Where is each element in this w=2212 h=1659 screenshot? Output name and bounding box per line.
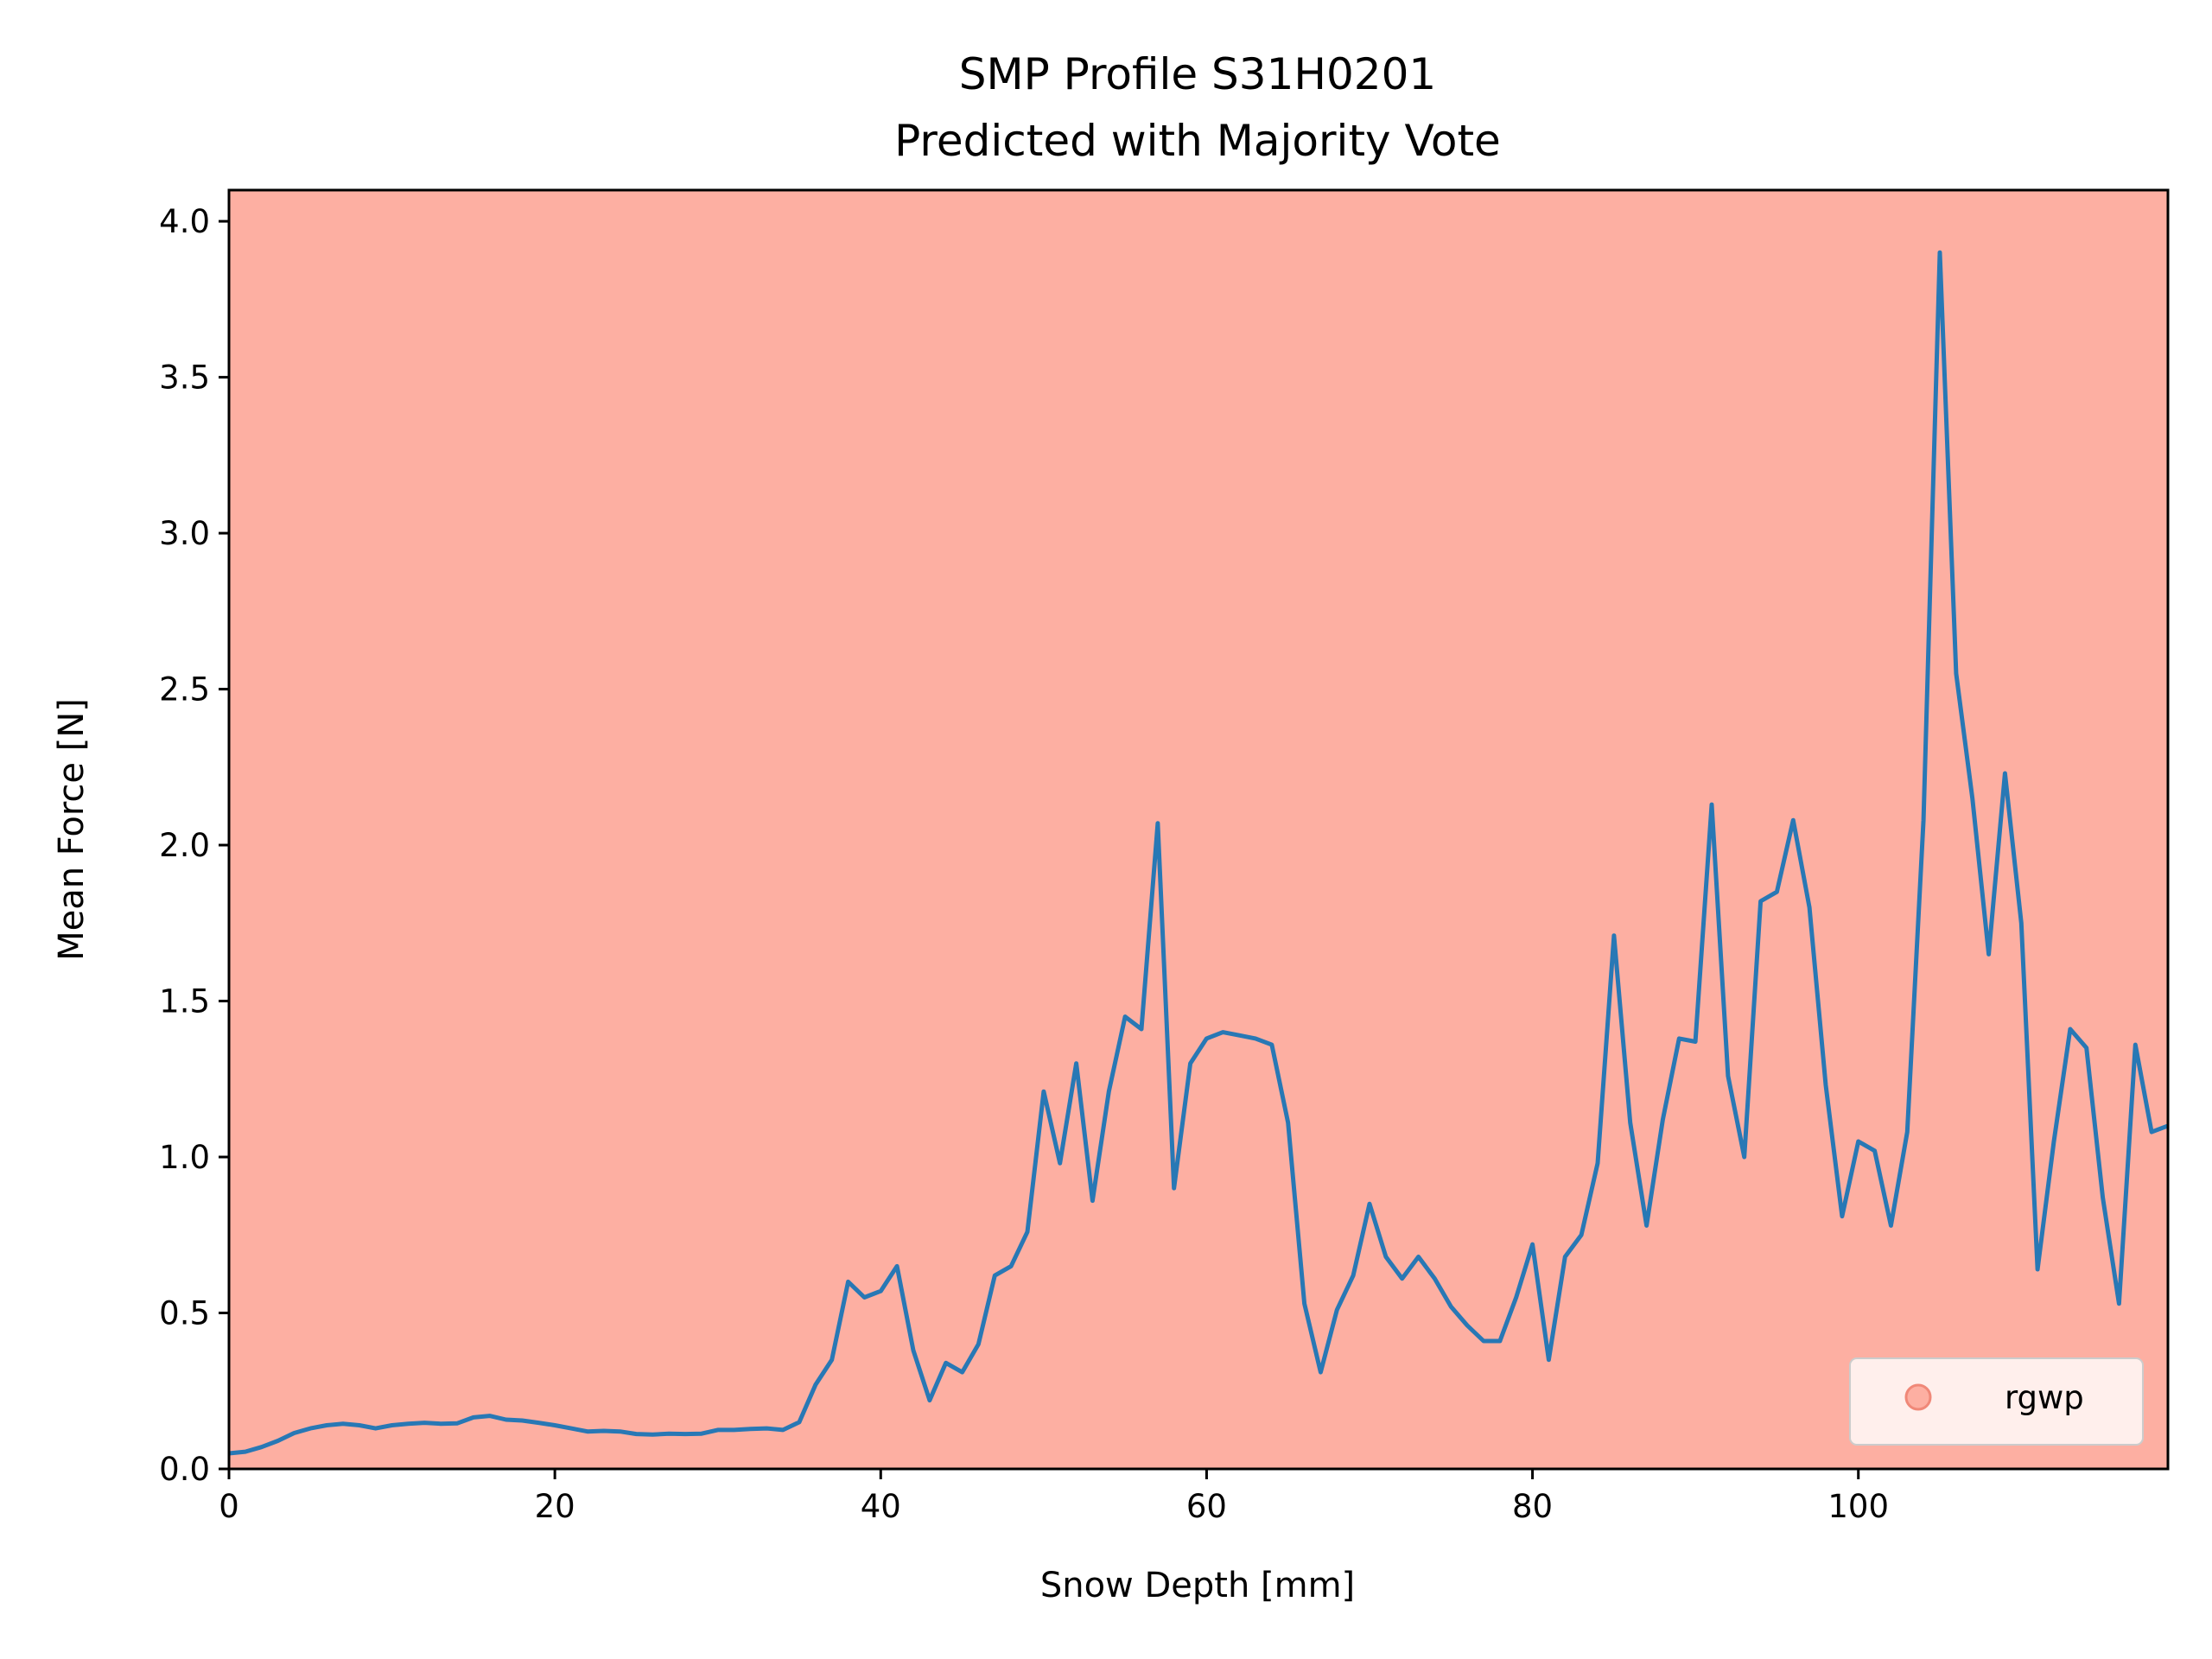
plot-area (227, 188, 2170, 1471)
y-tick-label: 0.5 (159, 1295, 210, 1332)
x-tick-label: 80 (1512, 1488, 1553, 1525)
y-tick-label: 3.0 (159, 515, 210, 552)
x-tick-label: 60 (1186, 1488, 1227, 1525)
x-tick-label: 0 (219, 1488, 239, 1525)
x-tick-label: 20 (535, 1488, 575, 1525)
y-tick-label: 1.5 (159, 983, 210, 1020)
chart-title: SMP Profile S31H0201 (959, 49, 1437, 99)
y-tick-label: 2.0 (159, 827, 210, 864)
chart-subtitle: Predicted with Majority Vote (894, 116, 1501, 166)
rgwp-background-fill (229, 190, 2168, 1469)
series-layer (228, 250, 2169, 1456)
y-tick-label: 1.0 (159, 1139, 210, 1176)
x-axis-label: Snow Depth [mm] (1040, 1566, 1355, 1605)
series-line-0 (228, 250, 2169, 1456)
y-tick-label: 0.0 (159, 1451, 210, 1488)
y-tick-label: 3.5 (159, 359, 210, 397)
y-axis-ticks: 0.0 0.5 1.0 1.5 2.0 2.5 3.0 3.5 4.0 (159, 203, 229, 1488)
legend-box (1849, 1357, 2144, 1446)
x-tick-label: 40 (861, 1488, 901, 1525)
x-tick-label: 100 (1827, 1488, 1889, 1525)
y-axis-label: Mean Force [N] (52, 698, 92, 961)
legend-marker-icon (1904, 1383, 1932, 1411)
plot-frame (227, 188, 2170, 1471)
x-axis-ticks: 0 20 40 60 80 100 (219, 1469, 1889, 1525)
legend-label: rgwp (2005, 1379, 2084, 1416)
y-tick-label: 4.0 (159, 203, 210, 240)
y-tick-label: 2.5 (159, 671, 210, 709)
legend: rgwp (1849, 1357, 2144, 1446)
